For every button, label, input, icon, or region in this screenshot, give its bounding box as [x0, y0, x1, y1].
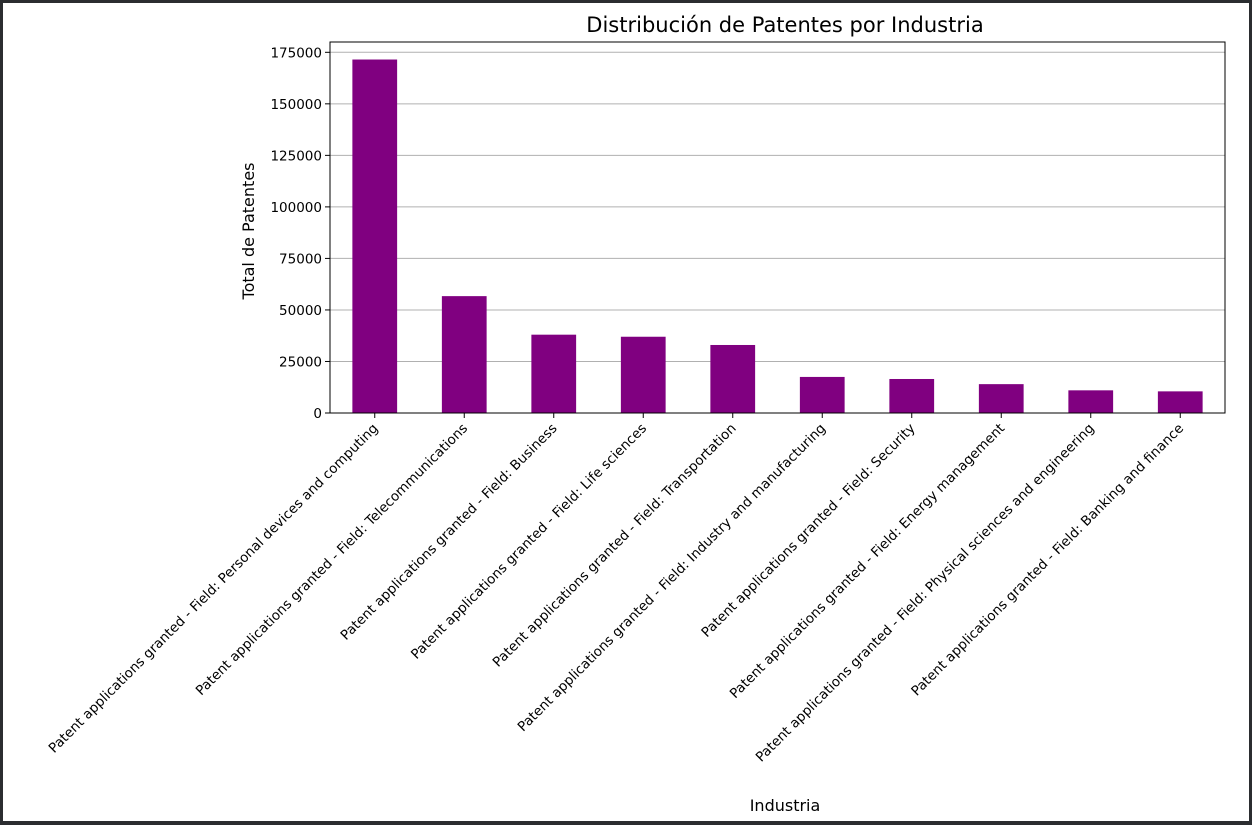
- bar: [979, 384, 1024, 413]
- y-tick-label: 100000: [270, 200, 322, 216]
- x-tick-labels: Patent applications granted - Field: Per…: [46, 421, 1187, 766]
- bar: [352, 60, 397, 413]
- bar: [1158, 391, 1203, 413]
- bar: [889, 379, 934, 413]
- bar: [531, 335, 576, 413]
- bar: [710, 345, 755, 413]
- x-tick-label: Patent applications granted - Field: Per…: [46, 421, 382, 757]
- x-tick-label: Patent applications granted - Field: Ind…: [515, 421, 829, 735]
- bars: [352, 60, 1202, 413]
- bar-chart: Distribución de Patentes por Industria 0…: [3, 3, 1249, 821]
- y-tick-label: 75000: [279, 251, 322, 267]
- bar: [621, 337, 666, 413]
- y-tick-label: 50000: [279, 303, 322, 319]
- bar: [1068, 390, 1113, 413]
- y-axis-label: Total de Patentes: [239, 163, 258, 301]
- chart-figure: Distribución de Patentes por Industria 0…: [3, 3, 1249, 821]
- bar: [800, 377, 845, 413]
- y-tick-label: 175000: [270, 45, 322, 61]
- y-tick-label: 125000: [270, 148, 322, 164]
- x-tick-label: Patent applications granted - Field: Phy…: [753, 421, 1098, 766]
- y-tick-label: 0: [313, 406, 322, 422]
- bar: [442, 296, 487, 413]
- chart-title: Distribución de Patentes por Industria: [586, 13, 983, 37]
- y-tick-labels: 0 25000 50000 75000 100000 125000 150000 175000: [270, 45, 322, 422]
- y-tick-label: 150000: [270, 97, 322, 113]
- window-frame-bottom: [0, 821, 1252, 825]
- x-axis-label: Industria: [750, 796, 821, 815]
- y-tick-label: 25000: [279, 354, 322, 370]
